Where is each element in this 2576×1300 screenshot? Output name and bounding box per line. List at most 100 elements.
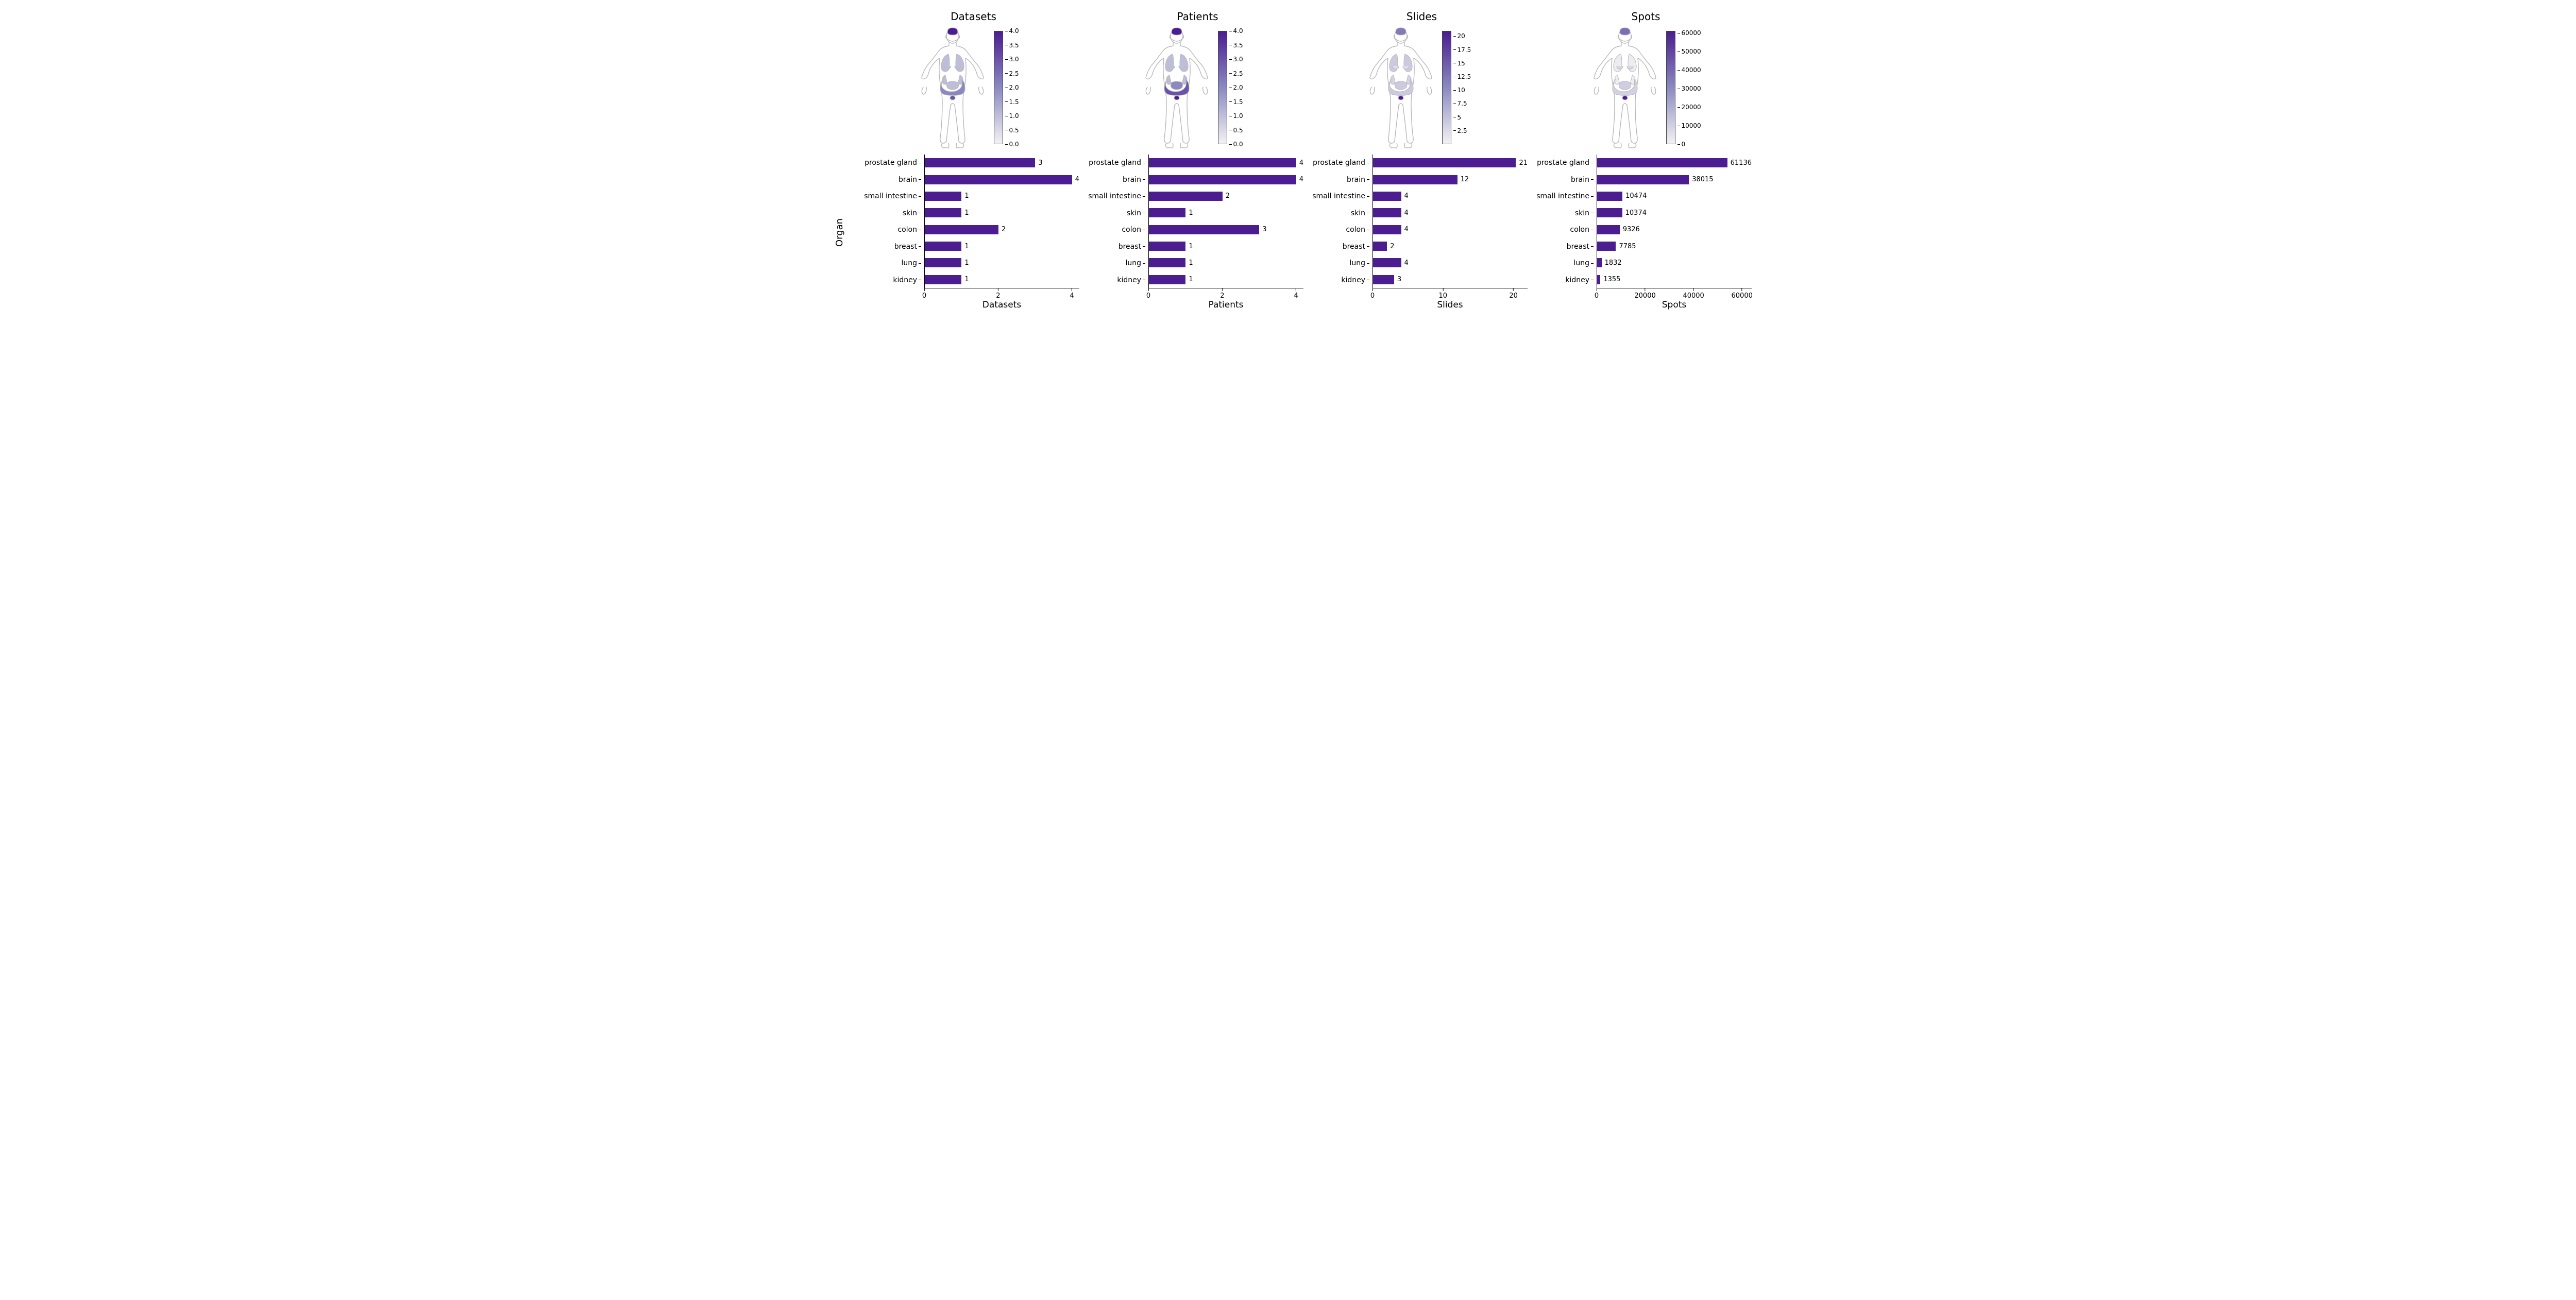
bar — [1597, 275, 1600, 284]
organ-small-intestine — [1171, 81, 1182, 90]
bar — [1373, 242, 1387, 251]
bar-value-label: 1 — [1189, 209, 1193, 217]
bar — [1597, 258, 1602, 267]
ytick-label: lung — [1573, 260, 1594, 267]
colorbar-tick: 3.5 — [1005, 42, 1019, 48]
ytick-label: lung — [1125, 260, 1145, 267]
organ-small-intestine — [1619, 81, 1631, 90]
panel-bottom-spots: prostate glandbrainsmall intestineskinco… — [1540, 155, 1752, 310]
bar-row: 12 — [1373, 175, 1528, 185]
panel-top-patients: Patients — [1092, 10, 1303, 149]
ytick-label: breast — [1567, 243, 1594, 250]
ytick-label: skin — [903, 210, 921, 217]
bar-row: 1 — [925, 241, 1079, 251]
xtick-label: 2 — [1220, 288, 1224, 300]
colorbar-tick: 7.5 — [1453, 100, 1467, 107]
xtick-label: 40000 — [1683, 288, 1704, 300]
bar — [925, 258, 961, 267]
bar — [1373, 208, 1401, 217]
xtick-label: 4 — [1070, 288, 1074, 300]
human-body-diagram — [917, 26, 989, 149]
bar-row: 4 — [1373, 258, 1528, 268]
colorbar-tick: 1.0 — [1229, 113, 1243, 119]
colorbar-tick: 0.5 — [1229, 127, 1243, 133]
bar-row: 4 — [1373, 191, 1528, 201]
colorbar — [1666, 31, 1675, 144]
panel-bottom-slides: prostate glandbrainsmall intestineskinco… — [1316, 155, 1528, 310]
bar-value-label: 2 — [1226, 192, 1230, 200]
human-body-diagram — [1365, 26, 1437, 149]
bar — [925, 208, 961, 217]
bar-value-label: 1 — [964, 209, 969, 217]
bar — [1373, 225, 1401, 234]
colorbar — [1442, 31, 1451, 144]
bar-row: 4 — [1373, 225, 1528, 235]
panel-top-spots: Spots — [1540, 10, 1752, 149]
colorbar-tick: 5 — [1453, 114, 1462, 121]
organ-prostate — [1398, 96, 1403, 100]
x-axis-label: Spots — [1597, 300, 1752, 310]
colorbar — [994, 31, 1003, 144]
bar-row: 10374 — [1597, 208, 1752, 218]
xtick-label: 10 — [1439, 288, 1448, 300]
bar-value-label: 3 — [1262, 226, 1266, 233]
panel-bottom-patients: prostate glandbrainsmall intestineskinco… — [1092, 155, 1303, 310]
bar — [925, 225, 998, 234]
ytick-label: brain — [1123, 176, 1145, 183]
bar — [925, 175, 1072, 184]
ytick-label: prostate gland — [1537, 159, 1594, 166]
bar — [925, 192, 961, 201]
bar-value-label: 4 — [1299, 159, 1303, 167]
bar-value-label: 4 — [1404, 226, 1409, 233]
ytick-label: prostate gland — [865, 159, 921, 166]
bar-row: 1 — [925, 191, 1079, 201]
bar-value-label: 1 — [964, 259, 969, 267]
organ-breast — [1168, 66, 1185, 69]
x-axis-label: Datasets — [924, 300, 1079, 310]
bar — [1597, 158, 1727, 167]
bar-value-label: 10374 — [1625, 209, 1647, 217]
organ-small-intestine — [1395, 81, 1406, 90]
bar — [1373, 258, 1401, 267]
colorbar-tick: 50000 — [1677, 48, 1701, 55]
colorbar-tick: 3.0 — [1005, 56, 1019, 62]
organ-breast — [1617, 66, 1633, 69]
colorbar-tick: 1.5 — [1229, 99, 1243, 105]
bar-value-label: 1 — [964, 192, 969, 200]
ytick-label: colon — [897, 226, 921, 233]
bar-value-label: 1 — [1189, 243, 1193, 250]
xtick-label: 20 — [1509, 288, 1518, 300]
bar — [1149, 158, 1296, 167]
bar — [1373, 175, 1458, 184]
bar-value-label: 12 — [1461, 176, 1469, 183]
bar-row: 4 — [1373, 208, 1528, 218]
xtick-label: 4 — [1294, 288, 1298, 300]
colorbar-tick: 20000 — [1677, 104, 1701, 110]
bar-value-label: 1832 — [1605, 259, 1622, 267]
bar — [1149, 192, 1223, 201]
ytick-label: colon — [1570, 226, 1594, 233]
bar — [1373, 192, 1401, 201]
x-axis-label: Slides — [1372, 300, 1528, 310]
bar-chart: prostate glandbrainsmall intestineskinco… — [1540, 155, 1752, 288]
colorbar-tick: 2.0 — [1229, 84, 1243, 91]
xtick-label: 0 — [1146, 288, 1150, 300]
bar-value-label: 21 — [1519, 159, 1528, 167]
bar — [925, 275, 961, 284]
ytick-label: small intestine — [864, 193, 921, 200]
organ-brain — [1396, 28, 1406, 35]
x-axis-label: Patients — [1148, 300, 1303, 310]
organ-prostate — [1622, 96, 1628, 100]
colorbar-tick: 3.5 — [1229, 42, 1243, 48]
organ-lung — [1613, 54, 1636, 72]
ytick-label: breast — [1118, 243, 1145, 250]
ytick-label: small intestine — [1536, 193, 1594, 200]
organ-brain — [1620, 28, 1630, 35]
colorbar-tick: 1.5 — [1005, 99, 1019, 105]
organ-prostate — [1174, 96, 1179, 100]
bar-chart: prostate glandbrainsmall intestineskinco… — [1092, 155, 1303, 288]
bar-row: 2 — [1373, 241, 1528, 251]
bar-row: 1 — [925, 208, 1079, 218]
bar-row: 10474 — [1597, 191, 1752, 201]
bar-value-label: 3 — [1038, 159, 1042, 167]
